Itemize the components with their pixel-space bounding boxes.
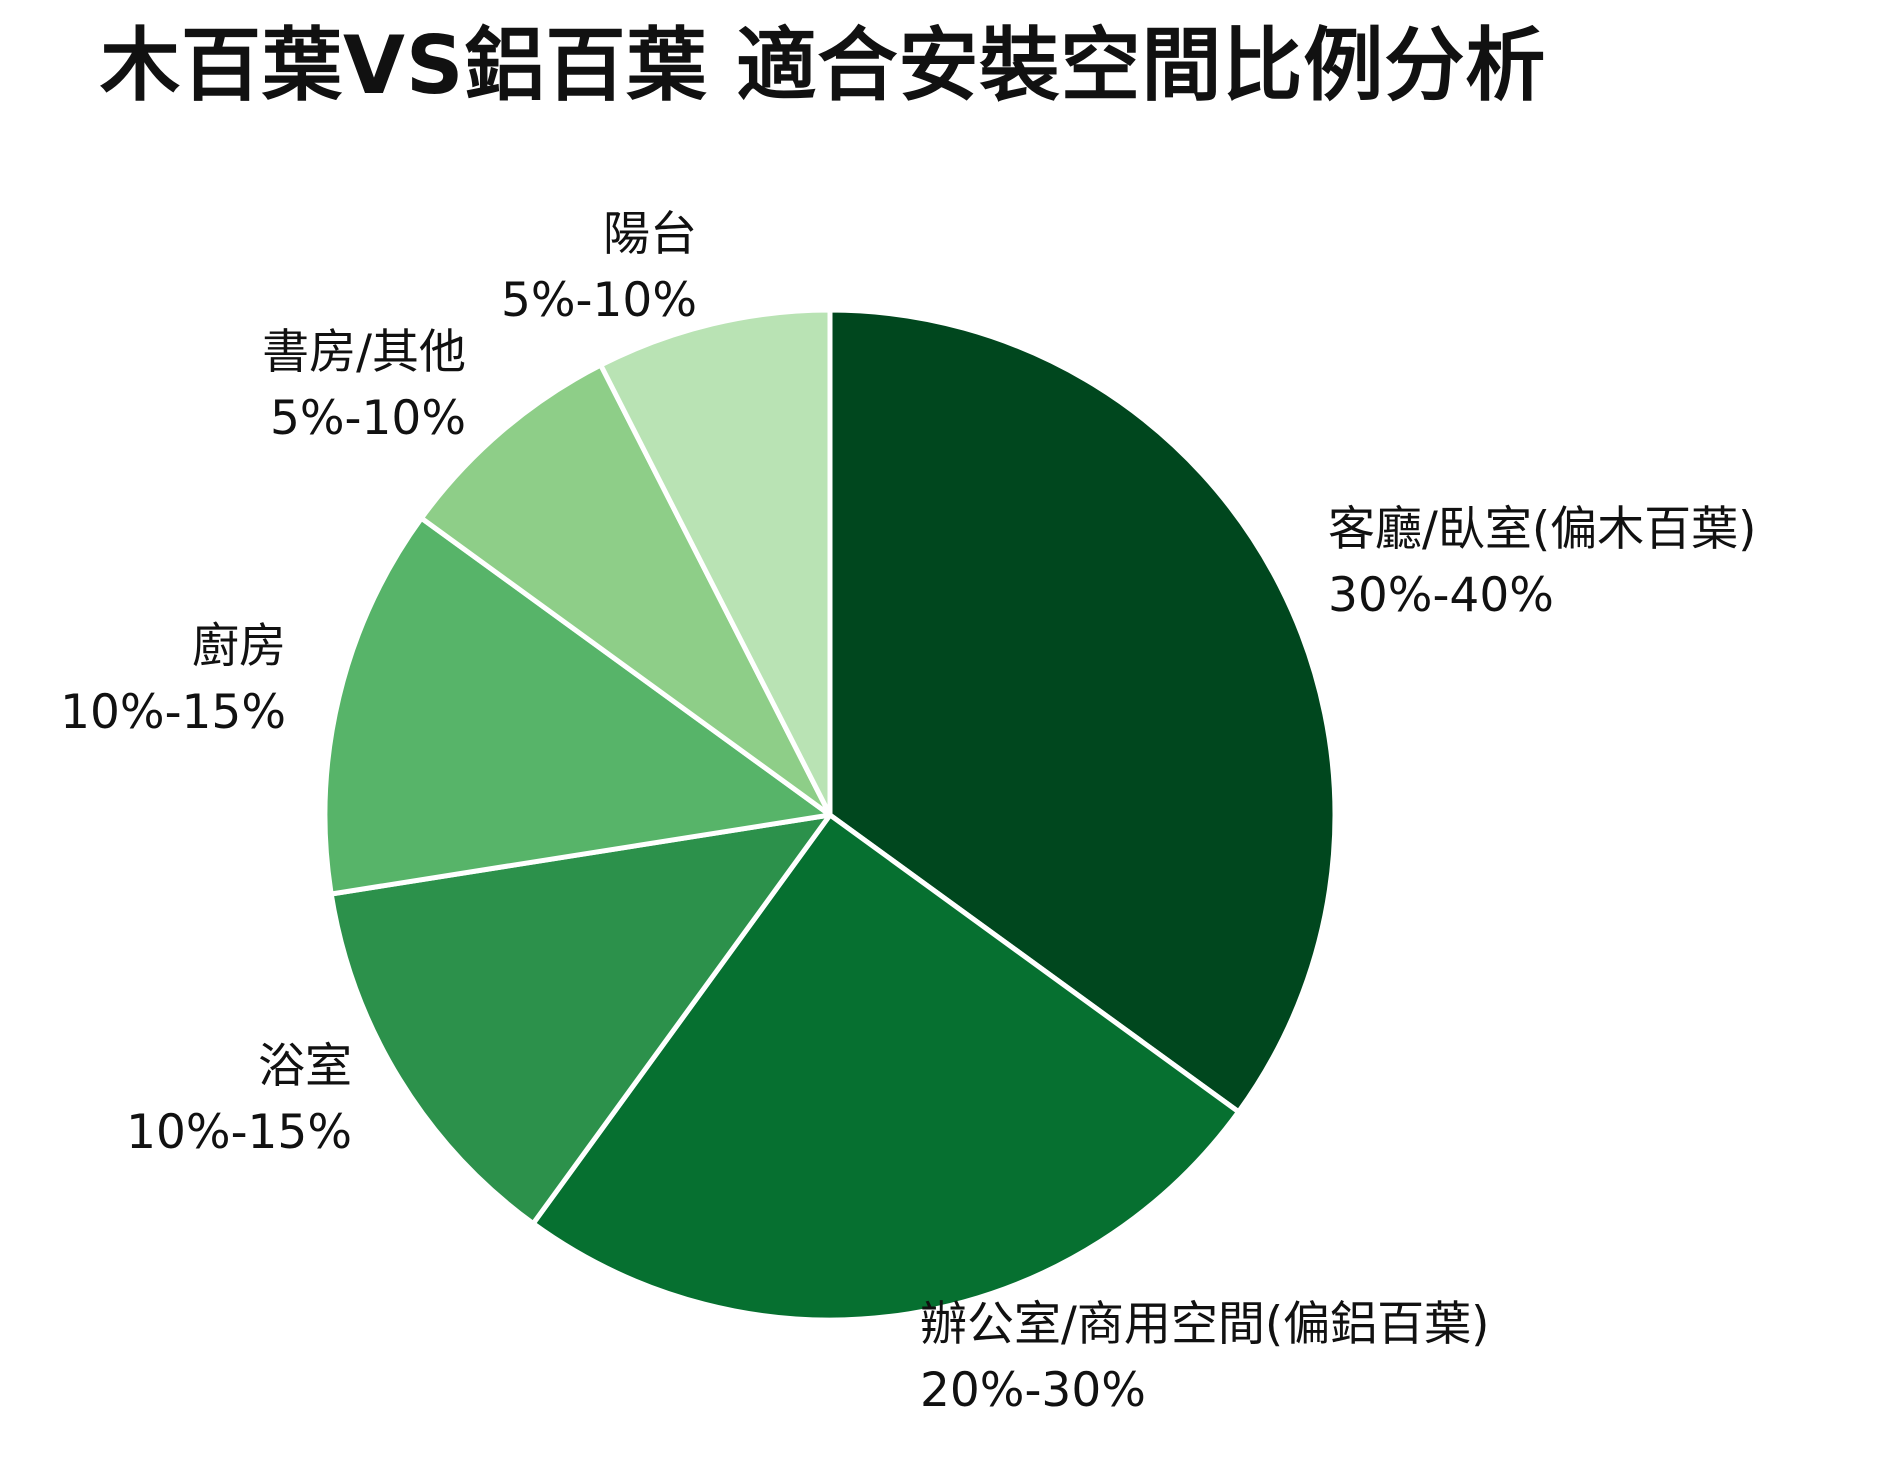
pie-slice-3 xyxy=(328,812,833,1227)
slice-label-4: 廚房 xyxy=(192,619,286,674)
pie-slice-2 xyxy=(530,812,1242,1323)
slice-label-1: 客廳/臥室(偏木百葉) xyxy=(1328,502,1757,557)
slice-label-3: 浴室 xyxy=(258,1039,352,1094)
slice-range-1: 30%-40% xyxy=(1328,568,1554,623)
pie-slices xyxy=(322,307,1338,1323)
pie-slice-4 xyxy=(322,515,833,897)
slice-label-6: 陽台 xyxy=(603,207,697,262)
slice-range-3: 10%-15% xyxy=(126,1105,352,1160)
slice-labels: 客廳/臥室(偏木百葉) 30%-40% 辦公室/商用空間(偏鋁百葉) 20%-30% 浴… xyxy=(60,207,1756,1418)
pie-slice-1 xyxy=(827,307,1338,1115)
slice-label-5: 書房/其他 xyxy=(262,325,466,380)
slice-range-2: 20%-30% xyxy=(920,1363,1146,1418)
slice-range-6: 5%-10% xyxy=(501,273,697,328)
chart-title: 木百葉VS鋁百葉 適合安裝空間比例分析 xyxy=(100,19,1547,112)
pie-slice-6 xyxy=(598,307,833,818)
slice-range-4: 10%-15% xyxy=(60,685,286,740)
slice-range-5: 5%-10% xyxy=(270,391,466,446)
slice-label-2: 辦公室/商用空間(偏鋁百葉) xyxy=(920,1297,1490,1352)
pie-slice-5 xyxy=(418,362,833,818)
